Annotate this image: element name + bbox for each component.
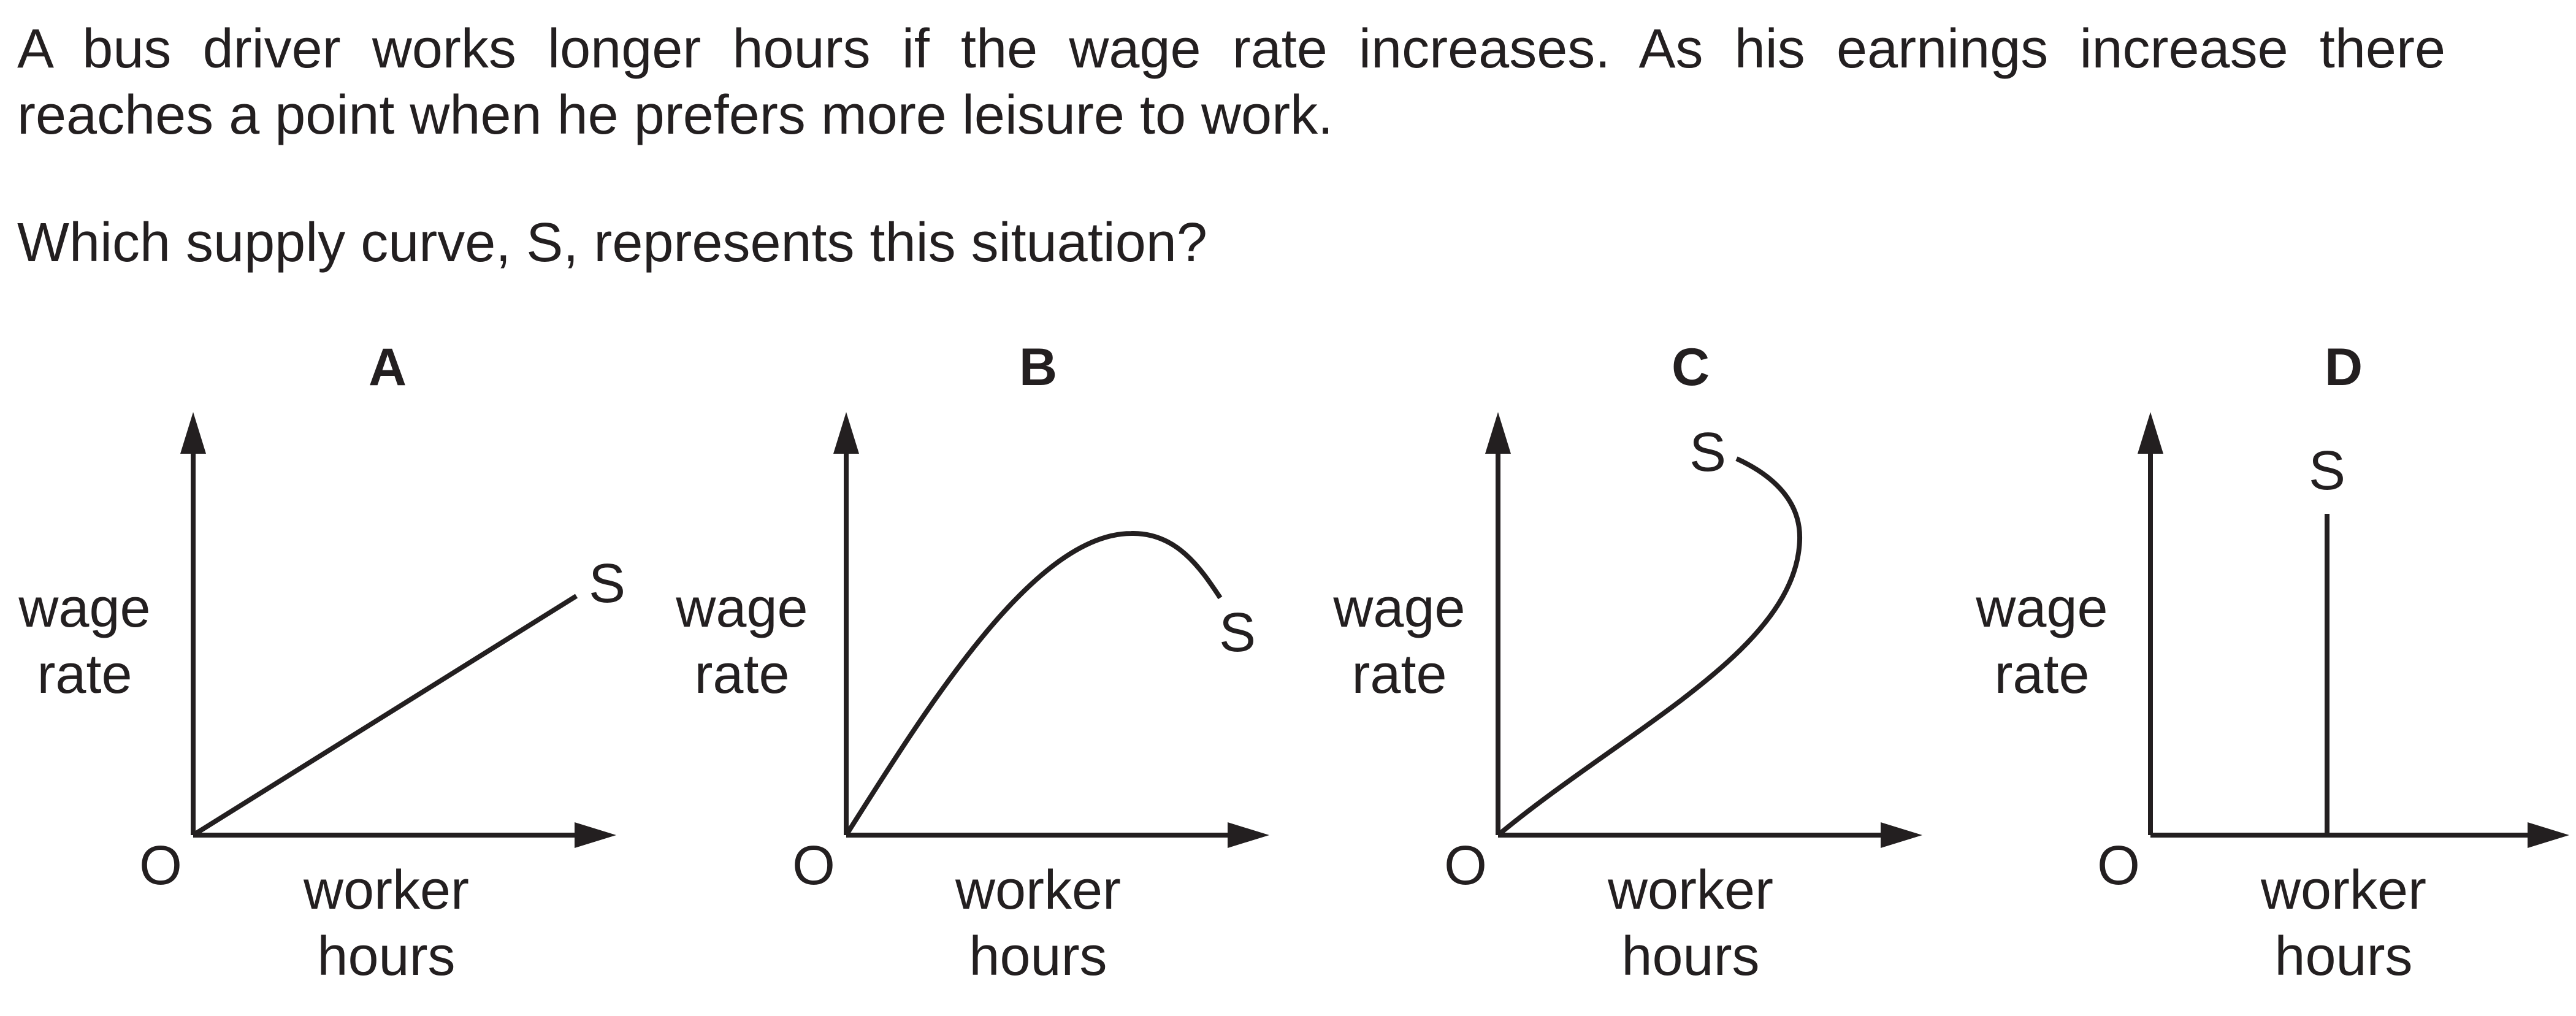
graph-d-x-label-1: worker [2260, 860, 2426, 921]
graph-a: A S wage rate O worker hours [18, 338, 625, 987]
graph-b-heading: B [1019, 338, 1057, 397]
graph-b-x-label-2: hours [969, 926, 1107, 987]
graph-b: B S wage rate O worker hours [675, 338, 1269, 987]
question-prompt: Which supply curve, S, represents this s… [17, 212, 1207, 273]
graph-b-x-label-1: worker [955, 860, 1121, 921]
graph-c-x-label-1: worker [1607, 860, 1773, 921]
graph-c-origin: O [1444, 835, 1487, 896]
graph-c-y-label-2: rate [1351, 644, 1447, 705]
graph-b-y-label-1: wage [675, 578, 808, 639]
graph-a-supply-curve [191, 594, 578, 838]
graph-d-curve-label: S [2309, 440, 2345, 502]
graph-d-origin: O [2097, 835, 2140, 896]
graph-d-y-label-1: wage [1975, 578, 2108, 639]
graph-c-y-arrow [1485, 412, 1511, 454]
graph-b-curve-label: S [1219, 602, 1256, 663]
graph-d-x-label-2: hours [2274, 926, 2412, 987]
graph-d-heading: D [2325, 338, 2363, 397]
graph-a-x-arrow [575, 822, 616, 848]
graph-a-x-label-1: worker [303, 860, 469, 921]
graph-a-y-arrow [180, 412, 206, 454]
graph-a-x-label-2: hours [317, 926, 455, 987]
graph-d: D S wage rate O worker hours [1975, 338, 2569, 987]
graph-a-heading: A [369, 338, 407, 397]
graph-c-y-label-1: wage [1332, 578, 1465, 639]
graph-c-heading: C [1672, 338, 1710, 397]
graph-d-x-arrow [2528, 822, 2569, 848]
graph-a-origin: O [139, 835, 182, 896]
graph-b-y-label-2: rate [694, 644, 789, 705]
graph-b-y-arrow [833, 412, 859, 454]
graph-c: C S wage rate O worker hours [1332, 338, 1922, 987]
graph-b-supply-curve [844, 530, 1223, 837]
graph-a-y-label-2: rate [37, 644, 132, 705]
question-line-1: A bus driver works longer hours if the w… [17, 18, 2445, 80]
graph-b-x-arrow [1228, 822, 1269, 848]
graph-c-x-arrow [1881, 822, 1922, 848]
graph-b-origin: O [792, 835, 835, 896]
question-line-2: reaches a point when he prefers more lei… [17, 85, 1334, 146]
graph-c-x-label-2: hours [1621, 926, 1759, 987]
graph-a-curve-label: S [589, 553, 625, 614]
graph-c-supply-curve [1496, 456, 1803, 838]
graph-d-y-label-2: rate [1994, 644, 2089, 705]
graph-a-y-label-1: wage [18, 578, 150, 639]
graph-c-curve-label: S [1689, 422, 1726, 483]
graph-d-y-arrow [2138, 412, 2163, 454]
